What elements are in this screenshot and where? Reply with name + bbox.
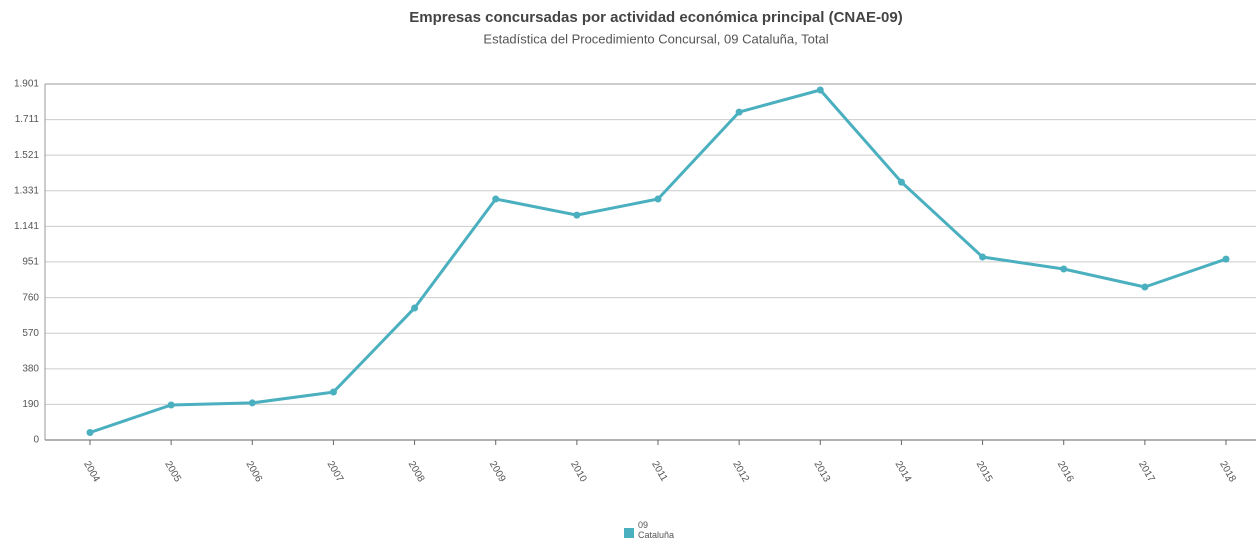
y-tick-label: 1.711 [15, 114, 40, 125]
x-tick-label: 2013 [811, 459, 832, 484]
chart-subtitle: Estadística del Procedimiento Concursal,… [483, 31, 828, 46]
x-tick-label: 2012 [730, 459, 751, 484]
y-tick-label: 0 [33, 435, 39, 446]
chart: Empresas concursadas por actividad econó… [14, 9, 1256, 484]
y-tick-label: 760 [22, 292, 39, 303]
x-tick-label: 2008 [406, 459, 427, 484]
legend-label: 09 Cataluña [638, 520, 675, 540]
data-point [816, 86, 824, 94]
y-tick-label: 1.521 [14, 150, 39, 161]
data-point [411, 304, 419, 312]
x-tick-label: 2018 [1217, 459, 1238, 484]
y-tick-label: 190 [22, 399, 39, 410]
data-point [654, 195, 662, 203]
chart-title: Empresas concursadas por actividad econó… [409, 9, 903, 26]
data-point [1060, 265, 1068, 273]
y-tick-label: 380 [22, 363, 39, 374]
y-tick-label: 570 [22, 328, 39, 339]
x-tick-label: 2017 [1136, 459, 1157, 484]
data-point [329, 388, 337, 396]
data-point [167, 401, 175, 409]
data-point [897, 178, 905, 186]
data-point [735, 108, 743, 116]
data-point [979, 253, 987, 261]
y-tick-label: 1.141 [14, 221, 39, 232]
series-line [89, 88, 1227, 434]
data-point [573, 211, 581, 219]
x-tick-label: 2015 [974, 459, 995, 484]
x-tick-label: 2009 [487, 459, 508, 484]
data-point [492, 195, 500, 203]
y-tick-label: 1.901 [14, 79, 39, 90]
y-tick-label: 951 [22, 257, 39, 268]
x-tick-label: 2006 [243, 459, 264, 484]
legend-swatch [624, 528, 634, 538]
x-tick-label: 2010 [568, 459, 589, 484]
y-tick-label: 1.331 [14, 185, 39, 196]
data-point [248, 399, 256, 407]
x-tick-label: 2004 [81, 459, 102, 484]
data-point [1141, 283, 1149, 291]
x-tick-label: 2011 [649, 459, 669, 484]
x-tick-label: 2016 [1055, 459, 1076, 484]
x-tick-label: 2007 [325, 459, 346, 484]
legend: 09 Cataluña [624, 520, 678, 540]
x-tick-label: 2005 [162, 459, 183, 484]
x-tick-label: 2014 [893, 459, 914, 484]
data-point [1222, 255, 1230, 263]
data-point [86, 429, 94, 437]
